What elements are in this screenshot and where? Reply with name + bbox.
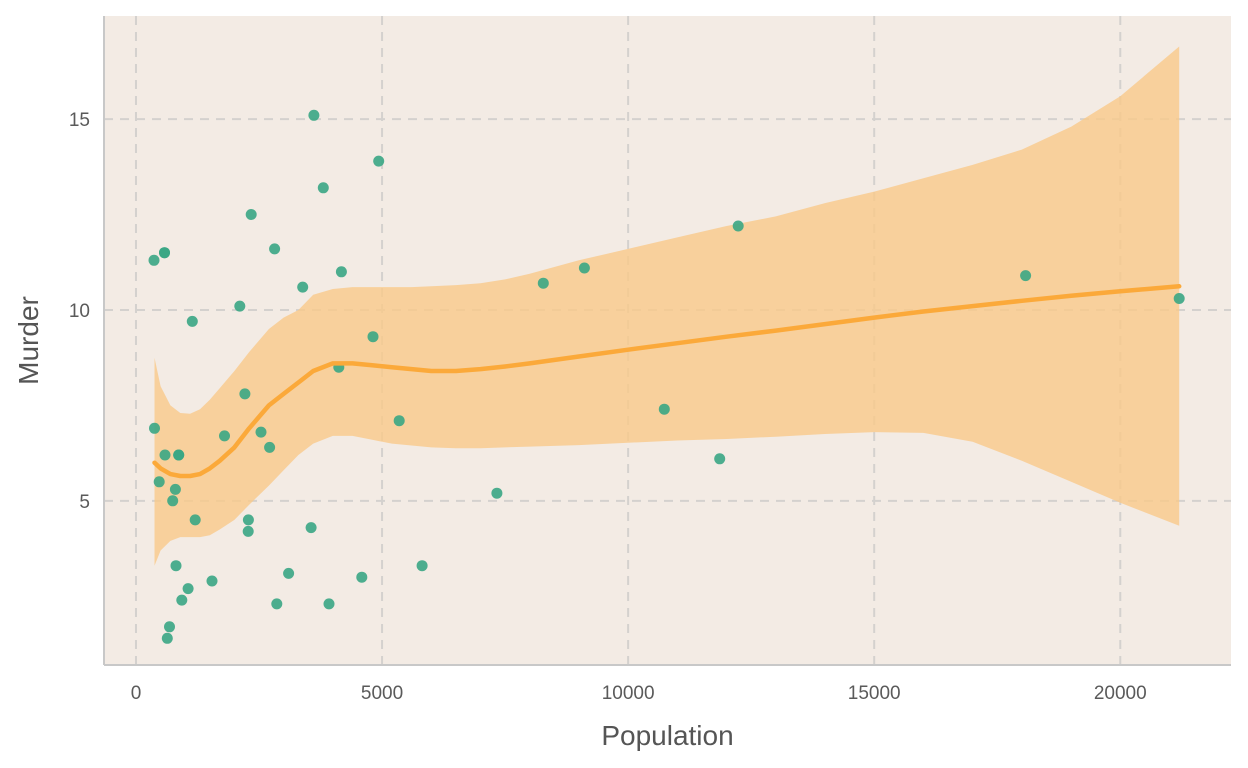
data-point bbox=[173, 449, 185, 461]
data-point bbox=[393, 415, 405, 427]
data-point bbox=[234, 300, 246, 312]
data-point bbox=[167, 495, 179, 507]
x-tick-label: 0 bbox=[131, 683, 142, 704]
data-point bbox=[149, 422, 160, 434]
data-point bbox=[271, 598, 283, 610]
y-tick-label: 15 bbox=[69, 110, 90, 131]
data-point bbox=[373, 155, 385, 167]
x-axis-ticks: 0 5000 10000 15000 20000 bbox=[131, 683, 1147, 704]
data-point bbox=[578, 262, 590, 274]
data-point bbox=[182, 583, 194, 595]
data-point bbox=[169, 483, 181, 495]
data-point bbox=[264, 441, 276, 453]
data-point bbox=[283, 567, 295, 579]
data-point bbox=[305, 522, 317, 534]
data-point bbox=[242, 525, 254, 537]
y-axis-ticks: 5 10 15 bbox=[69, 110, 90, 513]
y-axis-title: Murder bbox=[13, 296, 44, 385]
data-point bbox=[159, 449, 171, 461]
confidence-band bbox=[154, 46, 1180, 566]
data-point bbox=[153, 476, 165, 488]
data-point bbox=[255, 426, 267, 438]
data-point bbox=[491, 487, 503, 499]
data-point bbox=[658, 403, 670, 415]
y-tick-label: 10 bbox=[69, 301, 90, 322]
data-point bbox=[164, 621, 175, 633]
data-point bbox=[1020, 270, 1032, 282]
x-tick-label: 10000 bbox=[602, 683, 655, 704]
x-axis-title: Population bbox=[601, 720, 733, 751]
data-point bbox=[219, 430, 230, 442]
data-point bbox=[732, 220, 744, 232]
data-point bbox=[170, 560, 182, 572]
data-point bbox=[367, 331, 379, 343]
data-point bbox=[159, 247, 170, 259]
data-point bbox=[335, 266, 347, 278]
data-point bbox=[714, 453, 726, 465]
data-point bbox=[308, 109, 320, 121]
x-tick-label: 5000 bbox=[361, 683, 403, 704]
data-point bbox=[269, 243, 281, 255]
data-point bbox=[297, 281, 309, 293]
data-point bbox=[148, 254, 160, 266]
data-point bbox=[242, 514, 254, 526]
data-point bbox=[245, 209, 257, 220]
data-point bbox=[323, 598, 335, 610]
x-tick-label: 15000 bbox=[848, 683, 901, 704]
data-point bbox=[239, 388, 251, 400]
data-point bbox=[356, 571, 368, 583]
data-point bbox=[317, 182, 329, 194]
smooth-trend-line bbox=[152, 284, 1182, 479]
data-point bbox=[537, 277, 549, 289]
data-point bbox=[189, 514, 201, 526]
data-point bbox=[206, 575, 218, 587]
y-tick-label: 5 bbox=[79, 492, 90, 513]
data-point bbox=[1173, 293, 1185, 304]
data-point bbox=[416, 560, 428, 572]
data-point bbox=[176, 594, 188, 606]
x-tick-label: 20000 bbox=[1094, 683, 1147, 704]
data-point bbox=[186, 315, 198, 327]
data-point bbox=[161, 632, 173, 644]
